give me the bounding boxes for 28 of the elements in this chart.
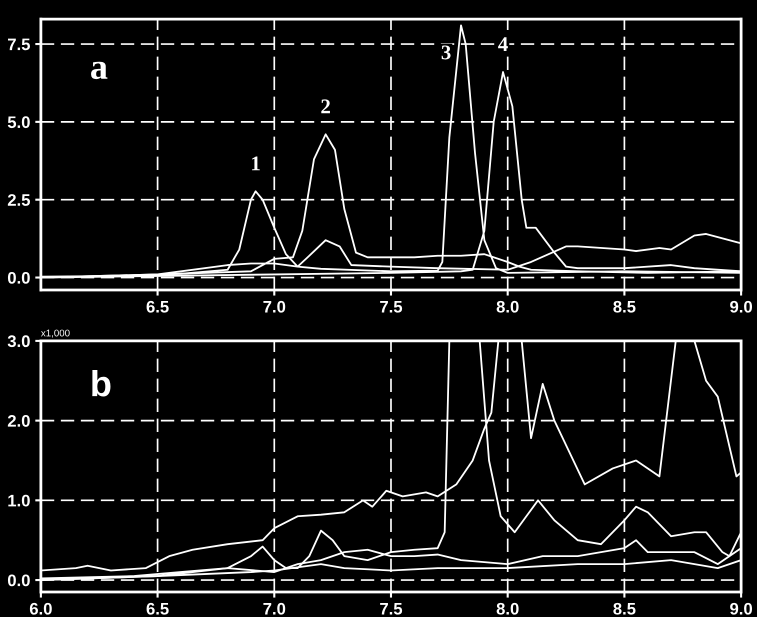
x-tick-label: 9.0 bbox=[730, 300, 752, 313]
x-tick-label: 7.5 bbox=[380, 301, 402, 313]
annotation: 3 bbox=[442, 45, 451, 60]
x-tick-label: 8.5 bbox=[613, 602, 636, 615]
annotation: a bbox=[91, 62, 108, 80]
y-tick-label: 2.0 bbox=[8, 415, 30, 427]
x-tick-label: 8.0 bbox=[496, 602, 519, 615]
y-tick-label: 1.0 bbox=[8, 494, 30, 507]
x-tick-label: 8.0 bbox=[496, 300, 519, 313]
annotation: 1 bbox=[252, 156, 260, 170]
y-tick-label: 3.0 bbox=[8, 335, 30, 348]
x-tick-label: 6.0 bbox=[30, 602, 52, 615]
y-tick-label: 5.0 bbox=[8, 116, 30, 128]
y-tick-label: 0.0 bbox=[8, 272, 30, 284]
y-tick-label: 2.5 bbox=[8, 194, 30, 206]
x-tick-label: 7.0 bbox=[263, 602, 286, 615]
x-tick-label: 8.5 bbox=[613, 300, 636, 313]
x-tick-label: 7.5 bbox=[380, 603, 402, 615]
x-tick-label: 6.5 bbox=[146, 602, 169, 615]
y-tick-label: 0.0 bbox=[8, 574, 30, 586]
text: x1,000 bbox=[40, 330, 70, 338]
annotation: 2 bbox=[321, 99, 330, 114]
y-tick-label: 7.5 bbox=[8, 38, 30, 50]
x-tick-label: 7.0 bbox=[263, 300, 286, 313]
annotation: 4 bbox=[498, 37, 508, 51]
x-tick-label: 9.0 bbox=[730, 602, 752, 615]
x-tick-label: 6.5 bbox=[146, 300, 169, 313]
annotation: b bbox=[92, 370, 110, 396]
